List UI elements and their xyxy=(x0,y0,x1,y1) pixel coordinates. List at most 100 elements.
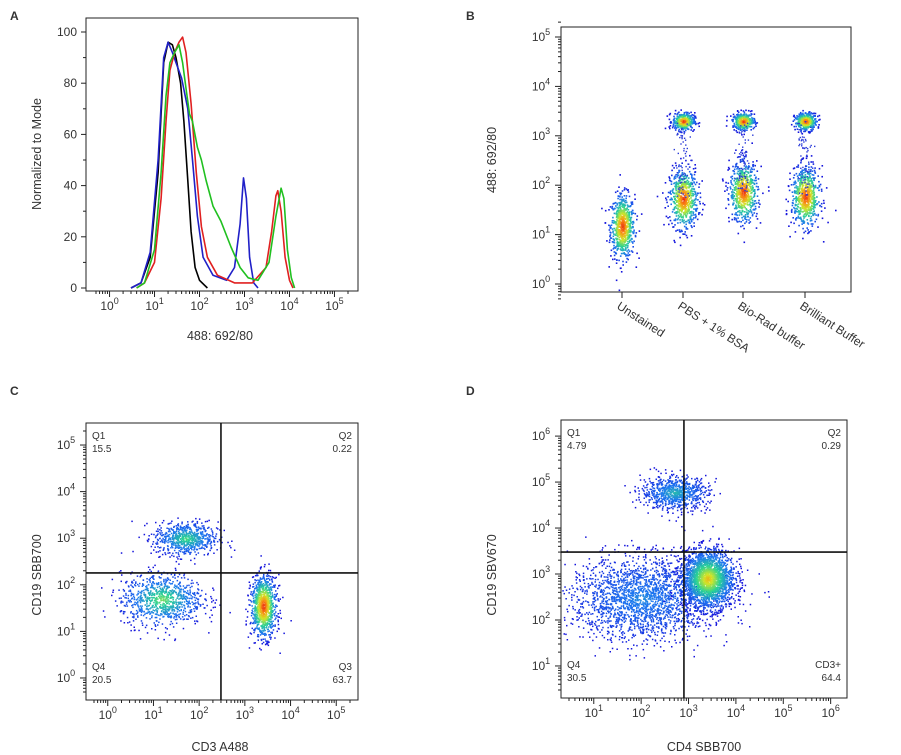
dot xyxy=(213,552,215,554)
dot xyxy=(676,176,678,178)
dot xyxy=(181,522,183,525)
dot xyxy=(800,117,803,120)
dot xyxy=(798,224,800,227)
dot xyxy=(741,115,743,118)
dot xyxy=(802,124,805,126)
dot xyxy=(627,231,629,233)
dot xyxy=(809,124,812,127)
dot xyxy=(808,180,811,183)
dot xyxy=(187,546,190,548)
dot xyxy=(189,553,191,555)
dot xyxy=(198,537,201,539)
dot xyxy=(685,214,687,217)
dot xyxy=(687,121,690,123)
dot xyxy=(181,543,183,546)
dot xyxy=(802,128,804,130)
dot xyxy=(195,541,198,543)
dot xyxy=(690,159,692,162)
dot xyxy=(751,185,754,187)
dot xyxy=(738,116,740,119)
dot xyxy=(622,245,625,248)
dot xyxy=(794,212,796,214)
dot xyxy=(669,191,671,194)
dot xyxy=(625,244,627,246)
dot xyxy=(810,121,813,124)
dot xyxy=(625,230,627,232)
dot xyxy=(802,204,804,207)
dot xyxy=(754,205,757,208)
dot xyxy=(164,598,167,600)
dot xyxy=(157,539,159,541)
dot xyxy=(678,205,680,208)
dot xyxy=(618,236,620,239)
dot xyxy=(683,194,686,197)
dot xyxy=(799,121,802,124)
dot xyxy=(748,117,751,120)
dot xyxy=(690,220,693,223)
dot xyxy=(679,206,682,208)
dot xyxy=(159,550,161,552)
dot xyxy=(797,215,800,218)
dot xyxy=(170,547,172,549)
dot xyxy=(147,540,149,543)
dot xyxy=(636,215,639,217)
dot xyxy=(175,530,178,533)
dot xyxy=(800,200,803,203)
dot xyxy=(800,176,802,179)
dot xyxy=(196,528,198,531)
dot xyxy=(792,115,795,118)
dot xyxy=(804,201,806,203)
dot xyxy=(810,207,812,209)
dot xyxy=(812,214,814,216)
dot xyxy=(814,185,817,187)
dot xyxy=(742,224,744,227)
dot xyxy=(801,172,803,175)
dot xyxy=(814,204,817,206)
dot xyxy=(817,115,819,118)
dot xyxy=(187,578,189,581)
dot xyxy=(801,193,803,195)
dot xyxy=(145,585,147,588)
dot xyxy=(737,111,740,114)
dot xyxy=(678,216,680,218)
dot xyxy=(742,159,744,161)
dot xyxy=(801,173,803,175)
dot xyxy=(675,121,677,123)
dot xyxy=(159,529,161,531)
dot xyxy=(806,172,809,175)
dot xyxy=(177,523,180,525)
dot xyxy=(801,194,804,196)
dot xyxy=(739,125,741,127)
dot xyxy=(171,554,173,557)
dot xyxy=(693,199,696,201)
dot xyxy=(680,128,683,131)
dot xyxy=(812,206,815,209)
dot xyxy=(200,533,202,535)
dot xyxy=(164,583,167,586)
dot xyxy=(807,122,809,125)
dot xyxy=(799,126,802,128)
dot xyxy=(743,128,746,130)
dot xyxy=(682,173,684,176)
dot xyxy=(794,231,797,233)
dot xyxy=(814,172,817,174)
dot xyxy=(161,539,163,541)
dot xyxy=(750,120,752,123)
dot xyxy=(677,121,679,123)
dot xyxy=(743,157,746,160)
dot xyxy=(213,541,216,543)
dot xyxy=(668,177,671,180)
dot xyxy=(681,162,683,164)
dot xyxy=(684,177,686,180)
dot xyxy=(753,117,756,120)
dot xyxy=(669,121,672,124)
dot xyxy=(727,199,730,201)
dot xyxy=(135,582,137,584)
dot xyxy=(809,170,812,172)
dot xyxy=(172,535,174,537)
dot xyxy=(632,212,635,214)
dot xyxy=(614,221,616,223)
dot xyxy=(727,203,730,206)
dot xyxy=(757,178,760,180)
dot xyxy=(751,117,753,119)
